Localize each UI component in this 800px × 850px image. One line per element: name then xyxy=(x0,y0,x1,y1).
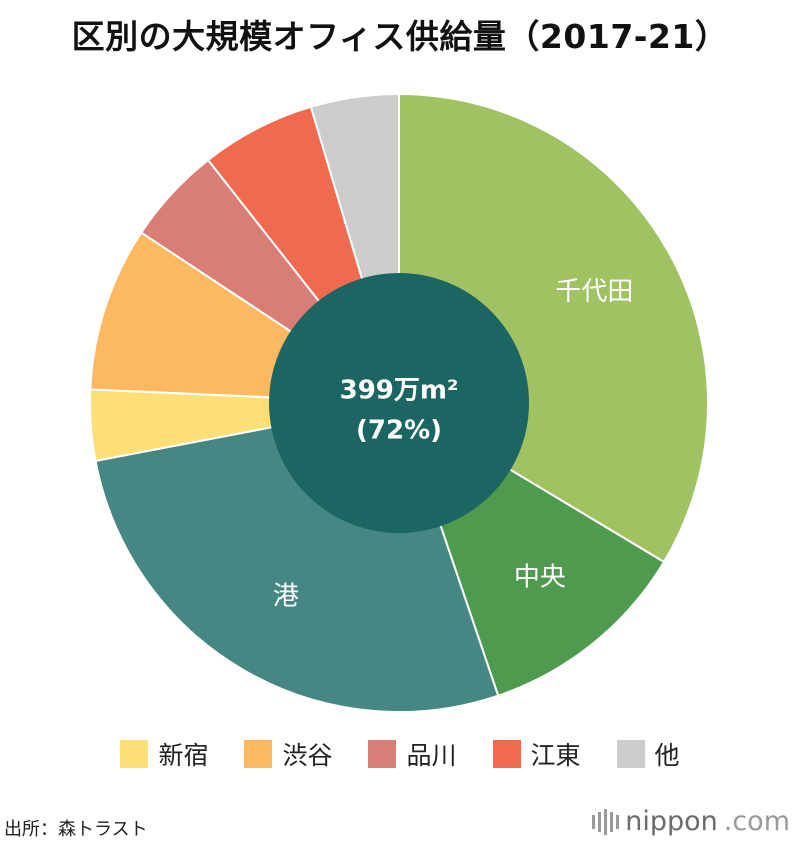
slice-label-2: 港 xyxy=(273,581,299,611)
center-disk xyxy=(269,273,529,533)
legend-swatch xyxy=(616,740,645,768)
legend-label: 品川 xyxy=(406,741,457,770)
center-label-1: 399万m² xyxy=(340,376,459,406)
brand-name: nippon xyxy=(625,806,718,837)
legend-label: 江東 xyxy=(530,741,581,770)
center-label-2: (72%) xyxy=(356,416,442,446)
legend-swatch xyxy=(120,740,149,768)
brand-logo[interactable]: nippon .com xyxy=(592,806,790,837)
legend-item: 新宿 xyxy=(120,736,208,772)
legend-label: 他 xyxy=(654,741,680,770)
legend: 新宿 渋谷 品川 江東 他 xyxy=(0,736,800,772)
legend-label: 渋谷 xyxy=(282,741,333,770)
legend-item: 他 xyxy=(616,736,680,772)
source-note: 出所：森トラスト xyxy=(4,819,148,840)
legend-item: 江東 xyxy=(492,736,581,772)
slice-label-0: 千代田 xyxy=(555,277,633,307)
slice-label-1: 中央 xyxy=(514,562,566,592)
chart-title: 区別の大規模オフィス供給量（2017-21） xyxy=(71,17,729,56)
legend-swatch xyxy=(492,740,521,768)
brand-bars-icon xyxy=(592,808,620,835)
legend-item: 渋谷 xyxy=(244,736,332,772)
brand-suffix: .com xyxy=(723,806,790,837)
legend-label: 新宿 xyxy=(158,741,209,770)
legend-swatch xyxy=(368,740,397,768)
legend-item: 品川 xyxy=(368,736,457,772)
legend-swatch xyxy=(244,740,273,768)
